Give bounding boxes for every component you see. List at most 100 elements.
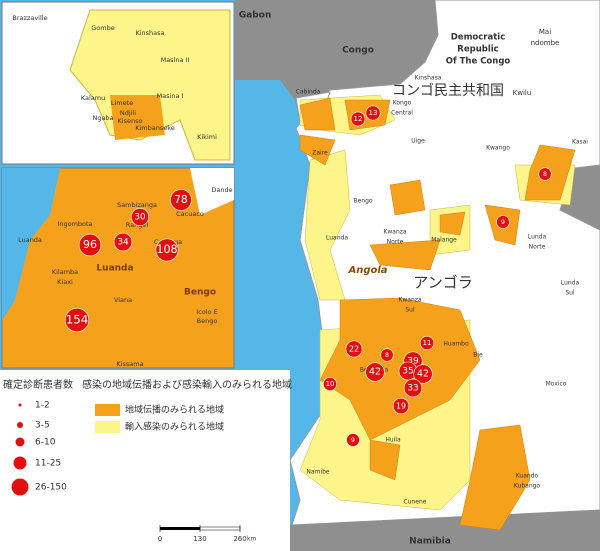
case-count: 108	[156, 243, 177, 256]
case-bubble	[345, 340, 363, 358]
place-label: Kwango	[486, 145, 510, 152]
legend-label: 1-2	[35, 401, 50, 411]
legend-title: 確定診断患者数	[3, 378, 73, 391]
case-count: 13	[368, 108, 377, 117]
place-label: Kwilu	[513, 89, 532, 97]
case-bubble	[350, 111, 366, 127]
case-count: 42	[417, 369, 429, 380]
case-count: 78	[174, 194, 187, 206]
place-label: Central	[391, 110, 413, 117]
inset-luanda-dande	[190, 168, 234, 215]
case-count: 22	[349, 344, 359, 354]
place-label: Kongo	[393, 100, 412, 107]
place-label: Huambo	[443, 341, 469, 348]
place-label: Huila	[385, 437, 401, 444]
place-label: Maslna II	[161, 56, 190, 64]
place-label: Democratic	[451, 33, 506, 43]
case-count: 9	[501, 218, 505, 226]
place-label: Kalamu	[81, 94, 105, 102]
case-count: 96	[83, 238, 97, 251]
legend-title: 感染の地域伝播および感染輸入のみられる地域	[82, 378, 292, 391]
place-label: Cacuaco	[176, 210, 204, 218]
case-bubble	[380, 348, 394, 362]
inset-luanda-ocean	[2, 168, 60, 320]
scale-unit: km	[247, 536, 256, 543]
case-count: 19	[396, 402, 406, 411]
legend-symbols	[11, 403, 120, 496]
place-label: Kimbanseke	[135, 124, 175, 132]
place-label: Republic	[457, 45, 498, 55]
case-bubble	[155, 238, 179, 262]
place-label: Norte	[387, 239, 404, 246]
place-label: Cabinda	[296, 89, 321, 96]
place-label: Bengo	[353, 198, 372, 205]
place-label: Sul	[565, 290, 575, 297]
place-label: Kwanza	[398, 297, 421, 304]
legend-label: 11-25	[35, 459, 61, 469]
legend-label: 6-10	[35, 438, 56, 448]
place-label: Namibe	[306, 469, 329, 476]
place-label: Zaire	[312, 150, 328, 157]
place-label: コンゴ民主共和国	[392, 82, 504, 99]
case-bubble	[170, 189, 192, 211]
place-label: Masina I	[157, 92, 184, 100]
place-label: Congo	[342, 46, 374, 56]
case-count: 8	[543, 171, 547, 178]
place-label: Luanda	[96, 264, 133, 274]
case-bubble	[419, 335, 435, 351]
place-label: Brazzaville	[12, 14, 47, 22]
legend-label: 地域伝播のみられる地域	[125, 404, 224, 416]
place-label: Viana	[114, 296, 132, 304]
place-label: Dande	[211, 186, 232, 194]
case-count: 30	[134, 213, 145, 223]
inset-kinshasa-local	[110, 95, 165, 140]
scale-label: 130	[193, 535, 206, 543]
case-count: 8	[385, 352, 389, 359]
case-count: 10	[326, 380, 335, 388]
case-count: 9	[351, 436, 355, 444]
case-bubble	[130, 207, 150, 227]
place-label: Bie	[473, 352, 483, 359]
place-label: Norte	[529, 244, 546, 251]
case-bubble	[365, 105, 381, 121]
place-label: Moxico	[546, 381, 567, 388]
legend-label: 26-150	[35, 483, 67, 493]
case-bubble	[78, 233, 102, 257]
place-label: Kilamba	[52, 268, 78, 276]
case-count: 11	[423, 339, 432, 347]
case-bubble	[64, 307, 90, 333]
case-bubble	[538, 167, 552, 181]
place-label: Kwanza	[383, 229, 406, 236]
place-label: Kikimi	[197, 133, 217, 141]
place-label: Lunda	[561, 280, 580, 287]
place-label: Kiaxi	[57, 278, 73, 286]
place-label: Of The Congo	[446, 57, 511, 67]
place-label: Angola	[347, 265, 387, 276]
place-label: Kinshasa	[135, 29, 164, 37]
place-label: Sambizanga	[117, 201, 157, 209]
place-label: Kubango	[514, 483, 541, 490]
legend-label: 輸入感染のみられる地域	[125, 421, 224, 433]
case-count: 154	[66, 313, 89, 327]
case-count: 39	[407, 356, 419, 367]
place-label: Luanda	[18, 236, 42, 244]
place-label: Malange	[431, 237, 457, 244]
legend-box	[0, 370, 290, 551]
place-label: Kuando	[516, 473, 539, 480]
place-label: Gabon	[239, 11, 272, 21]
place-label: Cunene	[404, 499, 427, 506]
legend-label: 3-5	[35, 421, 50, 431]
place-label: Namibia	[409, 537, 451, 547]
place-label: Kinshasa	[415, 75, 442, 82]
place-label: Bengo	[184, 288, 216, 298]
place-label: Ndjili	[120, 109, 136, 117]
case-count: 42	[369, 367, 381, 378]
place-label: Bengo	[197, 317, 218, 325]
case-bubble	[113, 232, 133, 252]
place-label: Ingombota	[57, 220, 92, 228]
case-bubble	[392, 397, 410, 415]
place-label: Lunda	[528, 234, 547, 241]
place-label: Luanda	[326, 235, 348, 242]
place-label: Uige	[411, 138, 425, 145]
